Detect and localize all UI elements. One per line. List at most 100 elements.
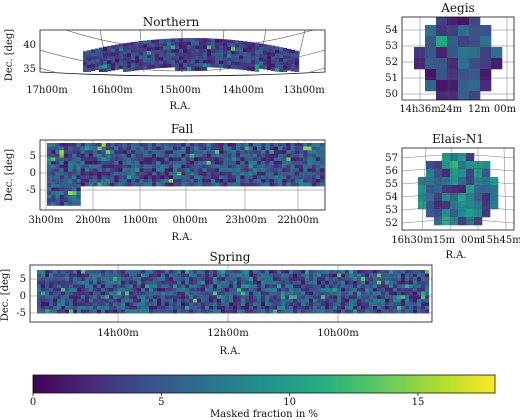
fall-cell bbox=[47, 153, 52, 158]
fall-cell bbox=[206, 179, 211, 183]
elais-cell bbox=[458, 153, 467, 162]
spring-cell bbox=[269, 284, 274, 289]
fall-cell bbox=[315, 161, 321, 165]
northern-cell bbox=[207, 41, 212, 46]
spring-cell bbox=[157, 280, 162, 285]
fall-cell bbox=[173, 146, 178, 151]
fall-cell bbox=[210, 157, 216, 162]
fall-cell bbox=[231, 175, 237, 180]
spring-cell bbox=[293, 280, 298, 285]
spring-cell bbox=[57, 291, 62, 296]
spring-cell bbox=[165, 298, 170, 303]
spring-cell bbox=[209, 288, 214, 292]
spring-cell bbox=[193, 273, 198, 278]
fall-cell bbox=[101, 157, 106, 162]
fall-cell bbox=[185, 179, 190, 183]
fall-cell bbox=[59, 179, 64, 183]
northern-cell bbox=[231, 50, 236, 55]
spring-cell bbox=[89, 291, 94, 296]
fall-cell bbox=[160, 164, 165, 169]
northern-cell bbox=[279, 50, 284, 55]
spring-cell bbox=[89, 280, 94, 285]
spring-cell bbox=[121, 291, 126, 296]
spring-cell bbox=[217, 298, 222, 303]
northern-cell bbox=[267, 59, 272, 64]
elais-cell bbox=[450, 169, 459, 178]
spring-cell bbox=[41, 291, 46, 296]
fall-cell bbox=[210, 171, 216, 176]
northern-cell bbox=[239, 65, 244, 70]
fall-cell bbox=[269, 150, 274, 154]
spring-cell bbox=[133, 273, 138, 278]
fall-cell bbox=[223, 164, 228, 169]
fall-cell bbox=[51, 161, 56, 165]
spring-cell bbox=[329, 273, 334, 278]
spring-cell bbox=[197, 280, 202, 285]
spring-cell bbox=[65, 288, 70, 292]
spring-cell bbox=[181, 284, 186, 289]
northern-cell bbox=[139, 48, 144, 52]
northern-cell bbox=[211, 52, 216, 57]
spring-cell bbox=[353, 309, 358, 314]
spring-cell bbox=[321, 298, 326, 303]
spring-cell bbox=[261, 288, 266, 292]
northern-cell bbox=[287, 66, 292, 71]
fall-cell bbox=[84, 175, 90, 180]
spring-cell bbox=[73, 291, 78, 296]
spring-cell bbox=[413, 280, 418, 285]
fall-cell bbox=[227, 143, 232, 147]
fall-cell bbox=[152, 182, 157, 187]
fall-cell bbox=[307, 150, 312, 154]
spring-cell bbox=[377, 270, 382, 274]
spring-cell bbox=[357, 270, 362, 274]
spring-cell bbox=[145, 295, 150, 299]
fall-cell bbox=[55, 143, 60, 147]
spring-cell bbox=[37, 309, 42, 314]
spring-cell bbox=[341, 298, 346, 303]
northern-cell bbox=[103, 53, 108, 58]
fall-cell bbox=[194, 168, 199, 172]
fall-cell bbox=[47, 161, 52, 165]
spring-cell bbox=[413, 284, 418, 289]
spring-cell bbox=[273, 302, 278, 307]
fall-cell bbox=[189, 143, 195, 147]
fall-cell bbox=[47, 179, 52, 183]
spring-cell bbox=[393, 288, 398, 292]
fall-cell bbox=[210, 161, 216, 165]
spring-cell bbox=[313, 306, 318, 310]
spring-cell bbox=[105, 284, 110, 289]
spring-cell bbox=[281, 302, 286, 307]
spring-cell bbox=[385, 302, 390, 307]
fall-cell bbox=[240, 143, 245, 147]
fall-cell bbox=[84, 168, 90, 172]
fall-cell bbox=[257, 168, 262, 172]
northern-cell bbox=[159, 64, 164, 69]
fall-cell bbox=[269, 182, 274, 187]
fall-cell bbox=[72, 171, 77, 176]
spring-cell bbox=[149, 280, 154, 285]
aegis-cell bbox=[447, 47, 459, 59]
spring-cell bbox=[409, 273, 414, 278]
fall-cell bbox=[59, 168, 64, 172]
fall-cell bbox=[68, 161, 73, 165]
spring-cell bbox=[337, 270, 342, 274]
elais-cell bbox=[450, 161, 459, 170]
spring-cell bbox=[141, 273, 146, 278]
northern-cell bbox=[295, 68, 300, 72]
spring-cell bbox=[361, 302, 366, 307]
northern-cell bbox=[143, 65, 148, 70]
spring-cell bbox=[101, 284, 106, 289]
spring-cell bbox=[305, 309, 310, 314]
spring-cell bbox=[61, 284, 66, 289]
fall-cell bbox=[273, 161, 279, 165]
northern-cell bbox=[239, 40, 244, 45]
spring-cell bbox=[421, 273, 426, 278]
fall-cell bbox=[202, 143, 207, 147]
spring-cell bbox=[257, 284, 262, 289]
spring-cell bbox=[325, 306, 330, 310]
northern-cell bbox=[195, 48, 200, 53]
spring-cell bbox=[325, 295, 330, 299]
fall-cell bbox=[63, 150, 69, 154]
aegis-xtick: 00m bbox=[494, 104, 517, 115]
